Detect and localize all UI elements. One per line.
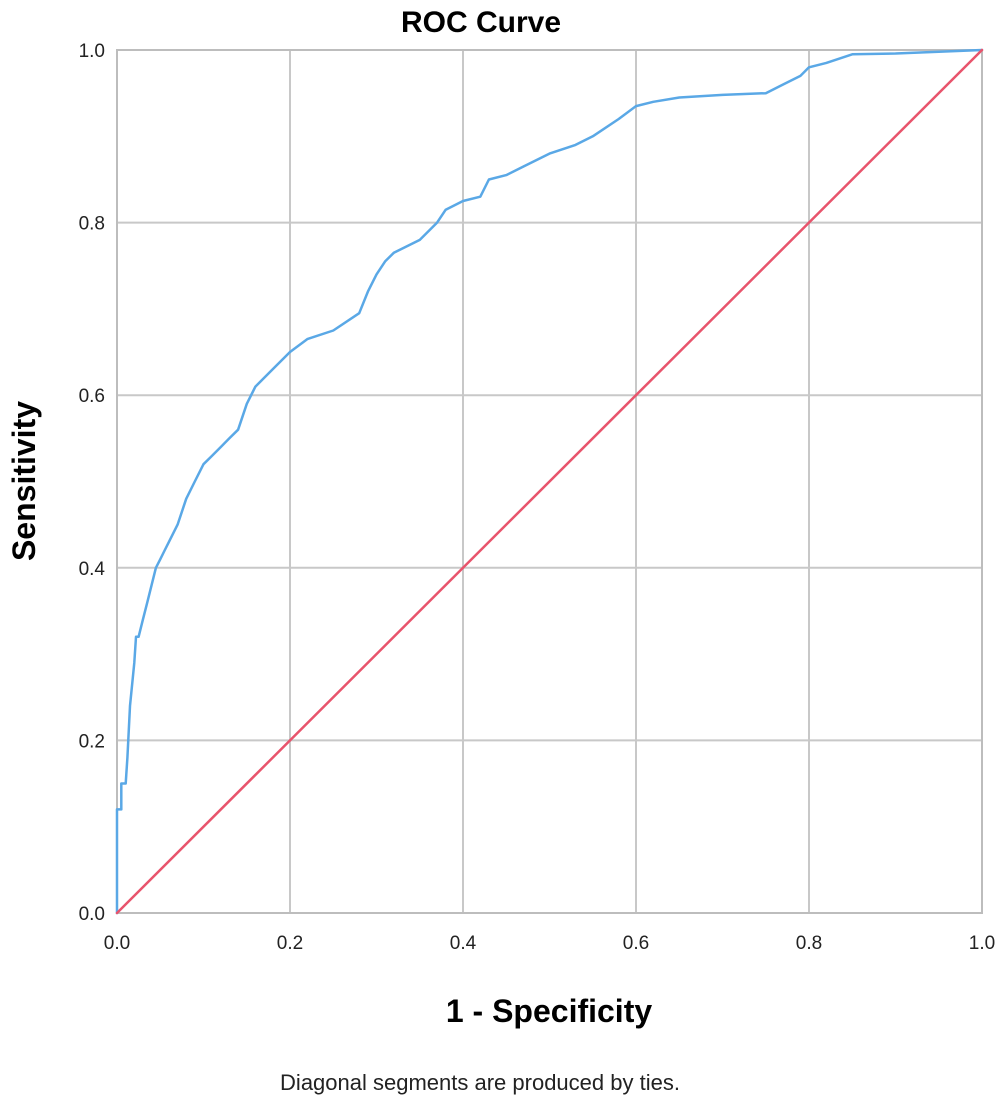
reference-diagonal-line	[115, 48, 984, 915]
x-tick-label: 0.8	[796, 933, 822, 954]
y-axis-title: Sensitivity	[6, 401, 42, 561]
x-tick-label: 0.4	[450, 933, 477, 954]
x-tick-label: 1.0	[969, 933, 995, 954]
x-tick-label: 0.2	[277, 933, 303, 954]
x-tick-labels: 0.0 0.2 0.4 0.6 0.8 1.0	[104, 933, 995, 954]
y-tick-label: 0.4	[79, 559, 106, 580]
y-tick-labels: 0.0 0.2 0.4 0.6 0.8 1.0	[79, 41, 106, 925]
y-tick-label: 0.8	[79, 214, 105, 235]
x-tick-label: 0.6	[623, 933, 649, 954]
x-tick-label: 0.0	[104, 933, 130, 954]
y-tick-label: 0.0	[79, 904, 105, 925]
roc-curve-line	[115, 48, 984, 915]
chart-footnote: Diagonal segments are produced by ties.	[280, 1070, 680, 1095]
x-axis-title: 1 - Specificity	[446, 993, 653, 1029]
y-tick-label: 1.0	[79, 41, 105, 62]
series-layer	[115, 48, 984, 915]
plot-area-frame	[116, 49, 983, 914]
y-tick-label: 0.2	[79, 731, 105, 752]
y-tick-label: 0.6	[79, 386, 105, 407]
chart-title: ROC Curve	[401, 6, 561, 39]
